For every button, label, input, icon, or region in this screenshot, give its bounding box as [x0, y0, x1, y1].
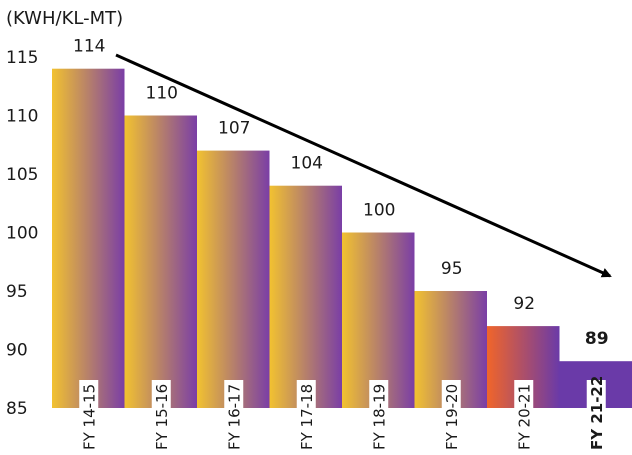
y-tick-label: 95: [6, 282, 28, 302]
value-label: 114: [73, 37, 105, 57]
y-tick-label: 115: [6, 48, 38, 68]
x-tick-label-background: [441, 380, 461, 452]
value-label: 110: [146, 84, 178, 104]
x-tick-label: FY 16-17: [225, 384, 243, 450]
x-tick-label: FY 21-22: [588, 376, 606, 450]
bar-fy-15-16: [124, 115, 197, 408]
value-label: 104: [291, 154, 323, 174]
x-tick-label-background: [586, 380, 606, 452]
value-label: 100: [363, 201, 395, 221]
x-tick-label: FY 18-19: [370, 384, 388, 450]
y-tick-label: 90: [6, 341, 28, 361]
x-tick-label-group: FY 14-15: [79, 380, 99, 452]
x-tick-label: FY 14-15: [80, 384, 98, 450]
value-label: 92: [513, 294, 535, 314]
x-tick-label-background: [224, 380, 244, 452]
x-tick-label-group: FY 15-16: [151, 380, 171, 452]
y-axis-unit-label: (KWH/KL-MT): [6, 8, 123, 29]
x-axis-labels: FY 14-15 FY 15-16 FY 16-17 FY 17-18 FY 18-19…: [79, 376, 606, 452]
x-tick-label-group: FY 17-18: [296, 380, 316, 452]
value-labels: 114 110 107 104 100 95 92 89: [73, 37, 609, 350]
bar-fy-18-19: [342, 232, 415, 408]
x-tick-label-background: [514, 380, 534, 452]
value-label: 89: [585, 329, 609, 349]
x-tick-label-background: [79, 380, 99, 452]
trend-arrow: [115, 53, 612, 278]
x-tick-label-group: FY 19-20: [441, 380, 461, 452]
y-axis-ticks: 85 90 95 100 105 110 115: [6, 48, 38, 419]
y-tick-label: 110: [6, 107, 38, 127]
x-tick-label: FY 20-21: [515, 384, 533, 450]
x-tick-label-group: FY 20-21: [514, 380, 534, 452]
x-tick-label-group: FY 18-19: [369, 380, 389, 452]
x-tick-label-background: [369, 380, 389, 452]
bar-fy-16-17: [197, 150, 270, 408]
x-tick-label: FY 15-16: [153, 384, 171, 450]
x-tick-label: FY 17-18: [298, 384, 316, 450]
y-tick-label: 85: [6, 399, 28, 419]
x-tick-label: FY 19-20: [443, 384, 461, 450]
bars: [52, 68, 632, 408]
x-tick-label-background: [151, 380, 171, 452]
bar-fy-17-18: [269, 185, 342, 408]
x-tick-label-group: FY 16-17: [224, 380, 244, 452]
value-label: 95: [441, 259, 463, 279]
y-tick-label: 105: [6, 165, 38, 185]
x-tick-label-background: [296, 380, 316, 452]
bar-fy-14-15: [52, 68, 125, 408]
value-label: 107: [218, 119, 250, 139]
x-tick-label-group: FY 21-22: [586, 376, 606, 452]
y-tick-label: 100: [6, 224, 38, 244]
